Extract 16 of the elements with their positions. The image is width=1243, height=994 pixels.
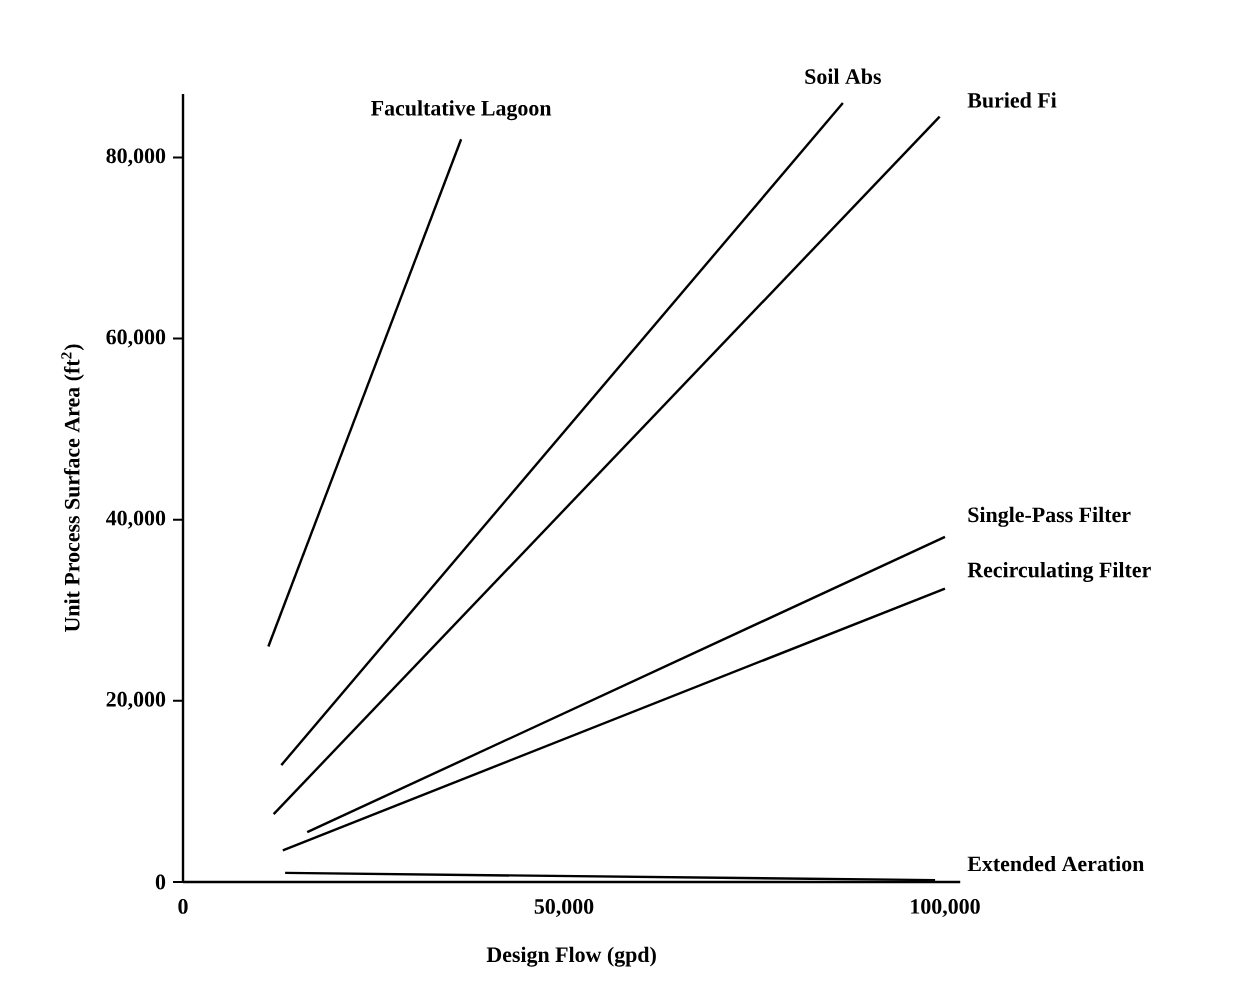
y-tick-label: 20,000 xyxy=(106,691,166,710)
x-axis-title: Design Flow (gpd) xyxy=(486,946,656,967)
x-tick-label: 0 xyxy=(178,899,188,914)
y-tick-label: 60,000 xyxy=(106,329,166,348)
y-axis-title: Unit Process Surface Area (ft$^{2}$) xyxy=(61,344,84,632)
y-tick-label: 0 xyxy=(155,874,166,890)
series-label: Recirculating Filter xyxy=(967,561,1151,583)
y-tick-label: 40,000 xyxy=(106,510,166,529)
series-label: Buried Fi xyxy=(967,92,1057,108)
y-tick-label: 80,000 xyxy=(106,148,166,167)
x-tick-label: 100,000 xyxy=(911,899,980,918)
series-label: Single-Pass Filter xyxy=(968,506,1131,527)
series-label: Facultative Lagoon xyxy=(371,100,552,121)
series-label: Soil Abs xyxy=(805,68,881,85)
series-label: Extended Aeration xyxy=(967,855,1145,872)
x-tick-label: 50,000 xyxy=(534,899,594,918)
